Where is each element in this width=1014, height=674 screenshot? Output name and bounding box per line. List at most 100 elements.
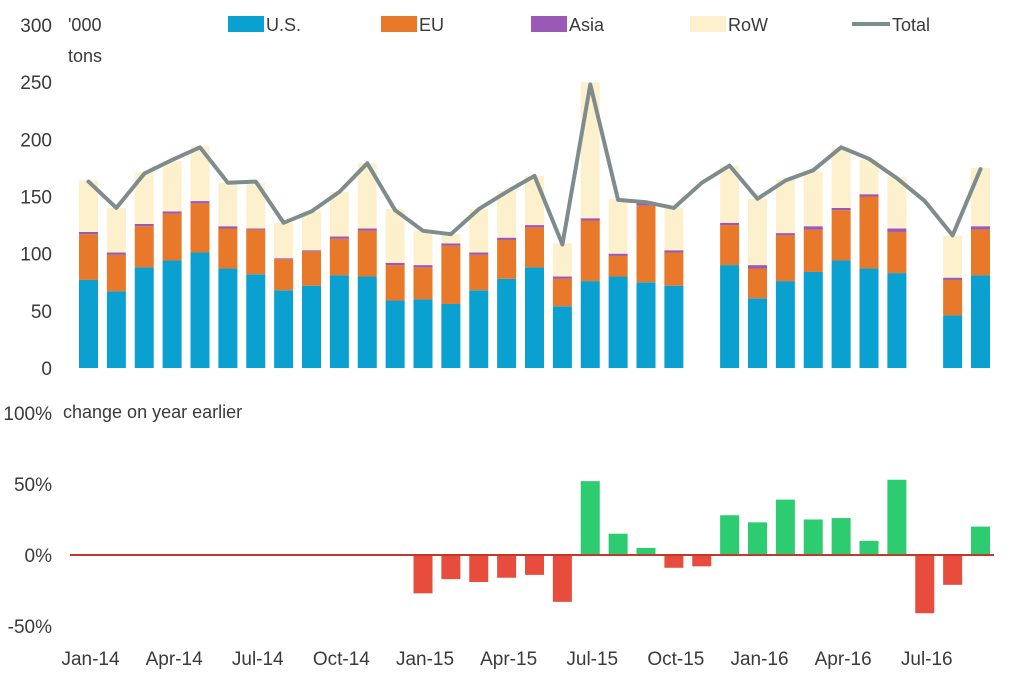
bar-row-segment: [302, 211, 321, 251]
bar-row-segment: [385, 209, 405, 263]
bar-asia-segment: [887, 228, 907, 232]
bar-eu-segment: [302, 251, 321, 286]
x-tick-label: Jan-16: [730, 649, 788, 670]
x-tick-label: Apr-16: [815, 649, 872, 670]
bar-us-segment: [831, 260, 851, 368]
bar-us-segment: [748, 298, 767, 368]
legend-label: RoW: [728, 15, 768, 35]
bar-eu-segment: [552, 278, 572, 307]
yoy-bar: [748, 522, 767, 555]
bar-us-segment: [803, 271, 823, 368]
bar-us-segment: [775, 281, 795, 368]
bar-asia-segment: [664, 250, 684, 253]
bar-asia-segment: [552, 276, 572, 279]
bar-asia-segment: [831, 207, 851, 211]
bar-eu-segment: [469, 254, 489, 291]
bar-row-segment: [246, 182, 266, 229]
legend-label: U.S.: [266, 15, 301, 35]
bar-eu-segment: [525, 227, 544, 268]
bar-asia-segment: [385, 262, 405, 266]
bar-eu-segment: [636, 205, 656, 283]
bar-asia-segment: [441, 243, 461, 246]
x-tick-label: Oct-15: [647, 649, 704, 670]
bar-asia-segment: [79, 231, 98, 235]
yoy-bar: [887, 479, 907, 555]
bar-asia-segment: [803, 226, 823, 230]
bar-eu-segment: [329, 238, 349, 276]
bar-asia-segment: [608, 253, 628, 256]
bar-eu-segment: [971, 229, 990, 276]
bar-eu-segment: [274, 259, 294, 291]
yoy-bar: [692, 555, 712, 567]
bar-us-segment: [413, 299, 433, 368]
stacked-bar-chart: 0 50 100 150 200 250 300 '000 tons U.S. EU Asia R…: [20, 15, 990, 380]
yoy-change-chart: -50% 0% 50% 100% change on year earlier Jan…: [3, 402, 994, 670]
bar-us-segment: [608, 276, 628, 368]
bar-us-segment: [134, 267, 154, 368]
top-y-tick-label: 100: [20, 245, 52, 266]
bar-eu-segment: [720, 225, 740, 266]
bar-us-segment: [162, 260, 182, 368]
bar-eu-segment: [943, 279, 963, 316]
bar-eu-segment: [748, 268, 767, 299]
bar-asia-segment: [748, 265, 767, 269]
x-tick-label: Jan-14: [61, 649, 120, 670]
bar-asia-segment: [190, 201, 210, 204]
top-y-axis: 0 50 100 150 200 250 300: [20, 16, 52, 380]
bar-row-segment: [748, 198, 767, 266]
x-tick-label: Jul-14: [232, 649, 284, 670]
bar-row-segment: [274, 222, 294, 259]
bar-eu-segment: [664, 252, 684, 286]
bar-us-segment: [552, 306, 572, 368]
legend: U.S. EU Asia RoW Total: [228, 15, 930, 35]
yoy-bar: [525, 555, 544, 575]
bar-row-segment: [525, 175, 544, 226]
bar-us-segment: [971, 275, 990, 368]
bar-eu-segment: [803, 229, 823, 272]
bar-asia-segment: [357, 228, 377, 231]
yoy-bar: [608, 533, 628, 555]
legend-label: Asia: [569, 15, 605, 35]
bar-row-segment: [608, 198, 628, 254]
legend-label: Total: [892, 15, 930, 35]
bar-row-segment: [664, 207, 684, 251]
bar-eu-segment: [831, 210, 851, 261]
legend-swatch: [228, 16, 264, 32]
total-series-line: [86, 82, 983, 247]
bar-us-segment: [887, 273, 907, 368]
bar-row-segment: [887, 177, 907, 229]
bar-us-segment: [720, 265, 740, 368]
bar-row-segment: [190, 146, 210, 202]
unit-label-line2: tons: [68, 46, 102, 66]
bar-us-segment: [441, 303, 461, 368]
bar-row-segment: [357, 163, 377, 229]
bar-eu-segment: [246, 229, 266, 275]
bar-asia-segment: [971, 226, 990, 230]
bar-us-segment: [497, 278, 517, 368]
bar-row-segment: [413, 230, 433, 266]
bottom-bars: [413, 479, 990, 614]
bar-us-segment: [302, 285, 321, 368]
legend-swatch: [690, 16, 726, 32]
yoy-bar: [413, 555, 433, 594]
bar-row-segment: [552, 243, 572, 277]
x-tick-label: Jan-15: [396, 649, 454, 670]
top-y-tick-label: 150: [20, 188, 52, 209]
bar-eu-segment: [441, 245, 461, 304]
bar-asia-segment: [162, 211, 182, 214]
bar-row-segment: [859, 159, 879, 195]
bar-us-segment: [246, 274, 266, 368]
bar-asia-segment: [859, 194, 879, 197]
yoy-bar: [775, 499, 795, 555]
bar-eu-segment: [859, 196, 879, 269]
x-tick-label: Oct-14: [313, 649, 370, 670]
bottom-y-tick-label: 100%: [3, 404, 52, 425]
bar-eu-segment: [79, 234, 98, 280]
top-y-tick-label: 300: [20, 16, 52, 37]
bar-us-segment: [664, 285, 684, 368]
yoy-bar: [803, 519, 823, 555]
bar-asia-segment: [497, 237, 517, 240]
x-tick-label: Jul-16: [901, 649, 953, 670]
bar-us-segment: [525, 267, 544, 368]
bar-row-segment: [775, 179, 795, 234]
